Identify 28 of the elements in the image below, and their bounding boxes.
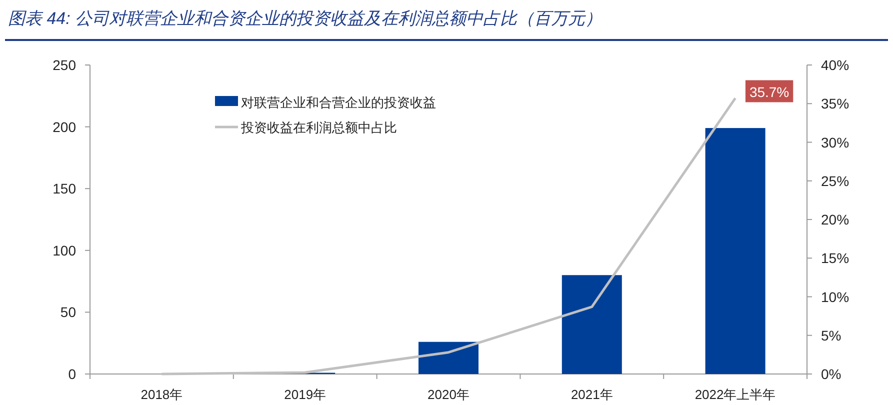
- x-tick-label: 2019年: [284, 387, 326, 402]
- y-tick-label: 50: [60, 304, 76, 320]
- y2-tick-label: 30%: [821, 134, 850, 150]
- y2-tick-label: 40%: [821, 57, 850, 73]
- data-label: 35.7%: [749, 84, 790, 100]
- y-tick-label: 150: [52, 180, 76, 197]
- y-tick-label: 0: [68, 366, 76, 382]
- x-tick-label: 2018年: [140, 387, 183, 402]
- legend-label: 对联营企业和合营企业的投资收益: [241, 95, 436, 110]
- y2-tick-label: 5%: [821, 327, 842, 344]
- y-tick-label: 100: [52, 242, 76, 258]
- legend-label: 投资收益在利润总额中占比: [240, 120, 397, 135]
- y2-tick-label: 20%: [821, 212, 850, 228]
- bar: [705, 128, 766, 374]
- y2-tick-label: 0%: [821, 366, 842, 382]
- chart-title: 图表 44: 公司对联营企业和合资企业的投资收益及在利润总额中占比（百万元）: [8, 9, 602, 28]
- x-tick-label: 2022年上半年: [694, 387, 776, 402]
- y2-tick-label: 15%: [821, 250, 850, 266]
- x-tick-label: 2021年: [570, 387, 613, 402]
- y-tick-label: 200: [52, 118, 76, 135]
- y-tick-label: 250: [52, 57, 76, 73]
- bar: [562, 275, 622, 374]
- bar: [418, 342, 478, 374]
- line-series: [160, 96, 737, 376]
- y2-tick-label: 35%: [821, 96, 850, 112]
- y2-tick-label: 25%: [821, 172, 850, 189]
- y2-tick-label: 10%: [821, 288, 850, 305]
- x-tick-label: 2020年: [428, 387, 470, 402]
